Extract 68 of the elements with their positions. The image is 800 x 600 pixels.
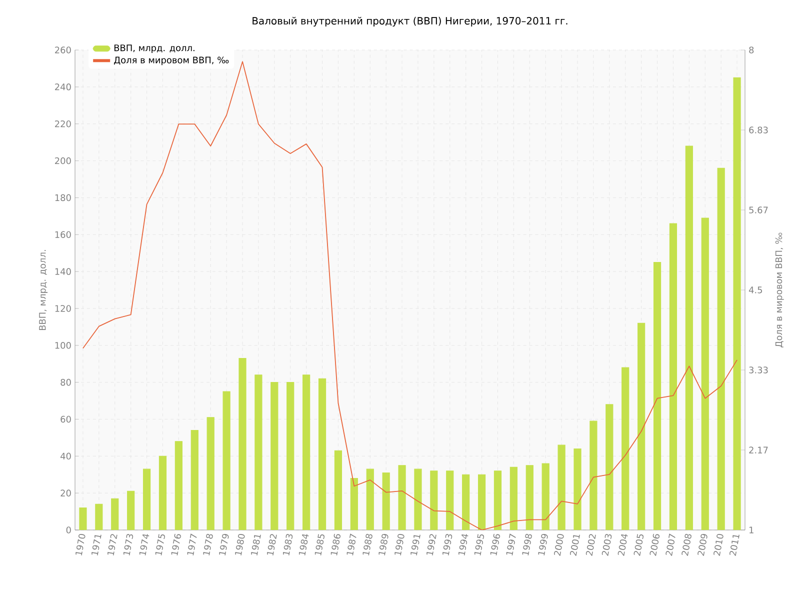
x-tick-label: 2007 (666, 534, 676, 556)
x-tick-label: 1974 (139, 534, 150, 556)
y-tick-label: 140 (55, 268, 71, 275)
x-tick-label: 2006 (650, 534, 660, 556)
x-tick-label: 1997 (506, 534, 516, 556)
x-tick-label: 1991 (410, 534, 420, 556)
x-tick-label: 1979 (219, 534, 229, 556)
x-tick-label: 1976 (171, 534, 181, 556)
x-tick-label: 2002 (586, 534, 596, 556)
y-tick-label: 200 (55, 157, 71, 164)
y-tick-label: 0 (66, 526, 71, 534)
x-tick-label: 1975 (155, 534, 165, 556)
y-tick-label: 180 (55, 194, 71, 202)
y-tick-label: 60 (60, 416, 71, 423)
x-tick-label: 2005 (634, 534, 644, 556)
y2-tick-label: 4.5 (748, 286, 762, 294)
x-tick-label: 1987 (346, 534, 356, 556)
legend-label: Доля в мировом ВВП, ‰ (114, 56, 229, 66)
y2-tick-label: 5.67 (749, 206, 768, 214)
x-tick-label: 1998 (522, 534, 532, 556)
x-tick-label: 1980 (235, 534, 245, 556)
x-tick-label: 2011 (730, 534, 740, 556)
x-tick-label: 1972 (108, 534, 118, 556)
y-tick-label: 220 (55, 120, 71, 128)
x-tick-label: 2000 (554, 534, 564, 556)
legend-label: ВВП, млрд. долл. (114, 44, 194, 53)
y-axis-title: ВВП, млрд. долл. (39, 250, 48, 330)
x-tick-label: 1971 (92, 534, 102, 556)
y-tick-label: 240 (55, 84, 71, 90)
x-tick-label: 1982 (267, 534, 277, 556)
y2-tick-label: 1 (750, 526, 754, 534)
x-tick-label: 1994 (458, 534, 468, 556)
chart-title: Валовый внутренний продукт (ВВП) Нигерии, 1970–2011 гг. (252, 16, 568, 27)
y-tick-label: 20 (60, 490, 71, 496)
x-tick-label: 1993 (442, 534, 452, 556)
y-tick-label: 80 (60, 378, 71, 386)
x-tick-label: 1992 (426, 534, 436, 556)
x-tick-label: 1986 (330, 534, 341, 556)
x-tick-label: 1996 (490, 534, 500, 556)
y-tick-label: 120 (55, 305, 71, 312)
x-tick-label: 1977 (187, 534, 197, 556)
y2-tick-label: 8 (749, 46, 754, 54)
x-tick-label: 1988 (362, 534, 372, 556)
x-tick-label: 2008 (682, 534, 692, 556)
x-tick-label: 1995 (474, 534, 484, 556)
x-tick-label: 1999 (538, 534, 548, 556)
y2-tick-label: 3.33 (749, 366, 768, 374)
y2-tick-label: 6.83 (749, 126, 768, 134)
x-tick-label: 1990 (394, 534, 404, 556)
x-tick-label: 2009 (698, 534, 708, 556)
y2-tick-label: 2.17 (749, 446, 768, 454)
x-tick-label: 2010 (714, 534, 724, 556)
x-tick-label: 2004 (618, 534, 628, 556)
x-tick-label: 1981 (251, 534, 261, 556)
x-tick-label: 1989 (378, 534, 388, 556)
x-tick-label: 1978 (203, 534, 213, 556)
x-tick-label: 1973 (123, 534, 134, 556)
x-tick-label: 1985 (314, 534, 324, 556)
y-tick-label: 160 (55, 231, 71, 238)
x-tick-label: 1984 (298, 534, 309, 556)
x-tick-label: 2001 (570, 534, 580, 556)
y2-axis-title: Доля в мировом ВВП, ‰ (775, 232, 784, 348)
x-tick-label: 2003 (602, 534, 612, 556)
x-tick-label: 1970 (76, 534, 86, 556)
y-tick-label: 100 (55, 342, 71, 349)
y-tick-label: 260 (55, 46, 71, 54)
x-tick-label: 1983 (283, 534, 293, 556)
y-tick-label: 40 (60, 452, 71, 460)
